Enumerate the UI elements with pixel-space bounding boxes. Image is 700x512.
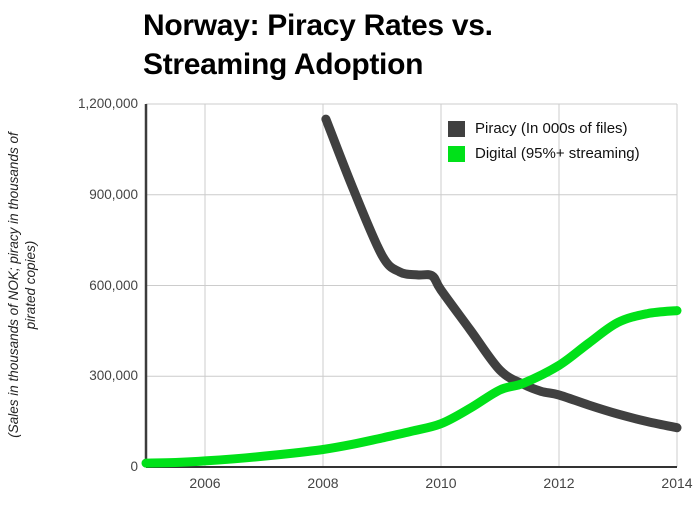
legend: Piracy (In 000s of files) Digital (95%+ … (448, 120, 640, 170)
chart-title-line1: Norway: Piracy Rates vs. (143, 9, 493, 42)
x-tick-label-2006: 2006 (189, 475, 221, 491)
legend-swatch-digital (448, 145, 465, 162)
y-tick-label-0: 0 (130, 459, 138, 474)
legend-swatch-piracy (448, 120, 465, 137)
y-tick-label-1,200,000: 1,200,000 (77, 96, 138, 111)
y-tick-label-600,000: 600,000 (89, 277, 138, 293)
series-line-digital (141, 306, 682, 468)
x-tick-label-2008: 2008 (307, 475, 339, 491)
legend-label-digital: Digital (95%+ streaming) (475, 145, 640, 162)
legend-item-piracy: Piracy (In 000s of files) (448, 120, 640, 137)
legend-item-digital: Digital (95%+ streaming) (448, 145, 640, 162)
legend-label-piracy: Piracy (In 000s of files) (475, 120, 628, 137)
y-tick-label-300,000: 300,000 (89, 368, 138, 384)
x-tick-label-2012: 2012 (543, 475, 575, 491)
x-tick-label-2014: 2014 (661, 475, 693, 491)
chart-title-line2: Streaming Adoption (143, 48, 424, 81)
chart-title: Norway: Piracy Rates vs. Streaming Adopt… (143, 6, 493, 84)
x-tick-label-2010: 2010 (425, 475, 457, 491)
series-line-piracy (321, 114, 682, 433)
y-tick-label-900,000: 900,000 (89, 186, 138, 202)
